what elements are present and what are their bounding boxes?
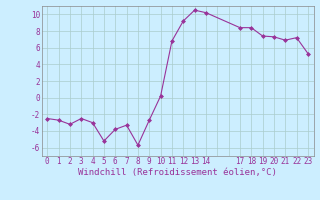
- X-axis label: Windchill (Refroidissement éolien,°C): Windchill (Refroidissement éolien,°C): [78, 168, 277, 177]
